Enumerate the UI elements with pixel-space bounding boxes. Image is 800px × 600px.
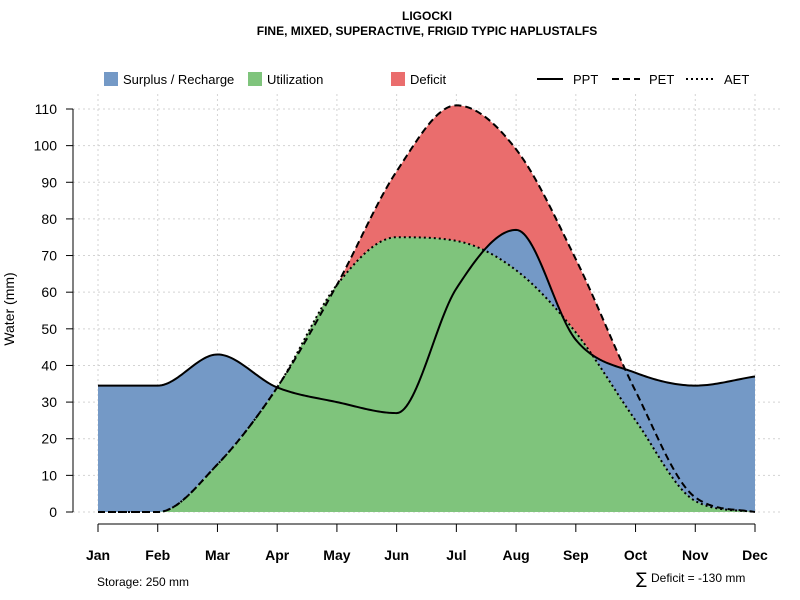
deficit-note: Deficit = -130 mm [651, 571, 745, 585]
legend-label-deficit: Deficit [410, 72, 447, 87]
ppt-line [98, 228, 756, 415]
x-tick-label: Apr [265, 547, 290, 563]
legend-label-utilization: Utilization [267, 72, 323, 87]
x-tick-label: Oct [624, 547, 648, 563]
x-tick-label: Jun [384, 547, 409, 563]
y-tick-label: 100 [34, 138, 58, 154]
legend-swatch-surplus [104, 72, 118, 86]
series-lines [98, 104, 756, 513]
y-tick-label: 80 [41, 211, 57, 227]
utilization-area [98, 237, 755, 513]
x-tick-label: Sep [563, 547, 589, 563]
y-tick-label: 90 [41, 174, 57, 190]
x-tick-label: Jan [86, 547, 110, 563]
x-tick-label: Aug [502, 547, 529, 563]
legend-swatch-utilization [248, 72, 262, 86]
legend-label-surplus: Surplus / Recharge [123, 72, 234, 87]
x-tick-label: Feb [145, 547, 170, 563]
x-tick-label: Dec [742, 547, 768, 563]
storage-note: Storage: 250 mm [97, 575, 189, 589]
legend-label-pet: PET [649, 72, 674, 87]
axes: 0 10 20 30 40 50 60 70 80 90 100 110 Jan Feb Mar Apr May… [34, 101, 768, 563]
surplus-recharge-area [98, 229, 755, 512]
y-tick-label: 30 [41, 394, 57, 410]
pet-line [98, 104, 756, 513]
legend: Surplus / Recharge Utilization Deficit P… [104, 72, 749, 87]
legend-label-aet: AET [724, 72, 749, 87]
sum-icon: ∑ [636, 569, 647, 588]
x-tick-label: Jul [446, 547, 466, 563]
y-tick-label: 20 [41, 431, 57, 447]
fill-regions [98, 105, 755, 513]
deficit-area [98, 105, 755, 512]
x-tick-label: Nov [682, 547, 709, 563]
y-tick-label: 10 [41, 467, 57, 483]
y-tick-label: 40 [41, 357, 57, 373]
y-axis-label: Water (mm) [1, 272, 17, 345]
y-tick-label: 0 [49, 504, 57, 520]
y-tick-label: 70 [41, 248, 57, 264]
legend-label-ppt: PPT [573, 72, 598, 87]
legend-swatch-deficit [391, 72, 405, 86]
chart-subtitle: FINE, MIXED, SUPERACTIVE, FRIGID TYPIC H… [257, 24, 597, 38]
aet-line [98, 236, 756, 513]
y-tick-label: 60 [41, 284, 57, 300]
chart-title: LIGOCKI [402, 9, 452, 23]
y-tick-label: 110 [35, 101, 58, 117]
y-tick-label: 50 [41, 321, 57, 337]
x-tick-label: May [323, 547, 350, 563]
x-tick-label: Mar [205, 547, 230, 563]
